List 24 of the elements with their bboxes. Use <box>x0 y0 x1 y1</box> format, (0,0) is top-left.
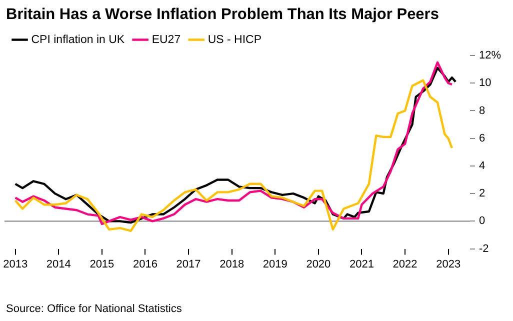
x-tick-label: 2022 <box>392 258 418 270</box>
chart-title: Britain Has a Worse Inflation Problem Than Its Major Peers <box>6 6 439 24</box>
y-tick-label: 2 <box>478 188 486 200</box>
y-tick-label: 8 <box>478 104 486 117</box>
x-tick-label: 2019 <box>262 258 288 270</box>
x-tick-label: 2014 <box>46 258 71 270</box>
y-tick-label: 4 <box>478 160 486 172</box>
source-note: Source: Office for National Statistics <box>6 303 182 315</box>
x-tick-label: 2015 <box>90 258 114 270</box>
x-tick-label: 2021 <box>349 258 374 270</box>
legend-label: CPI inflation in UK <box>31 34 125 46</box>
y-tick-label: 6 <box>478 132 486 144</box>
x-tick-label: 2023 <box>436 258 461 270</box>
legend-label: EU27 <box>152 34 181 46</box>
x-tick-label: 2018 <box>220 258 244 270</box>
x-tick-label: 2017 <box>176 258 201 270</box>
y-tick-label: 0 <box>478 215 486 228</box>
y-tick-label: 10 <box>478 77 492 90</box>
y-tick-label: 12% <box>478 50 502 62</box>
y-tick-label: -2 <box>478 242 489 255</box>
x-tick-label: 2013 <box>3 258 28 270</box>
legend-label: US - HICP <box>208 34 262 46</box>
x-tick-label: 2016 <box>132 258 158 270</box>
x-tick-label: 2020 <box>306 258 331 270</box>
